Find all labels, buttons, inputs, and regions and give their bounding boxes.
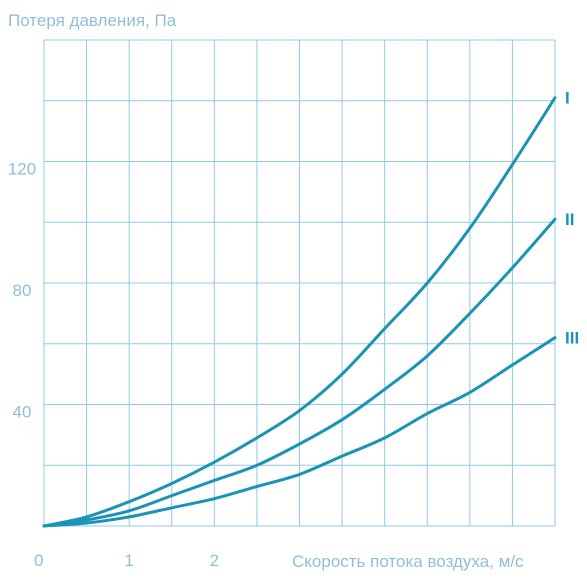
y-tick-label: 120 [8,160,36,179]
series-line-3 [42,336,557,528]
grid-layer [43,39,556,527]
x-tick-label: 1 [124,551,133,570]
x-tick-label: 0 [34,551,43,570]
tick-label-layer: 0 1 2 40 80 120 [8,160,219,571]
series-label-1: I [565,89,570,108]
y-axis-title: Потеря давления, Па [8,11,177,30]
y-tick-label: 40 [13,403,32,422]
y-tick-label: 80 [13,281,32,300]
series-line-1 [42,96,557,528]
x-axis-title: Скорость потока воздуха, м/с [292,552,524,571]
x-tick-label: 2 [210,551,219,570]
series-line-2 [42,217,557,528]
series-label-3: III [565,329,579,348]
series-label-2: II [565,210,574,229]
